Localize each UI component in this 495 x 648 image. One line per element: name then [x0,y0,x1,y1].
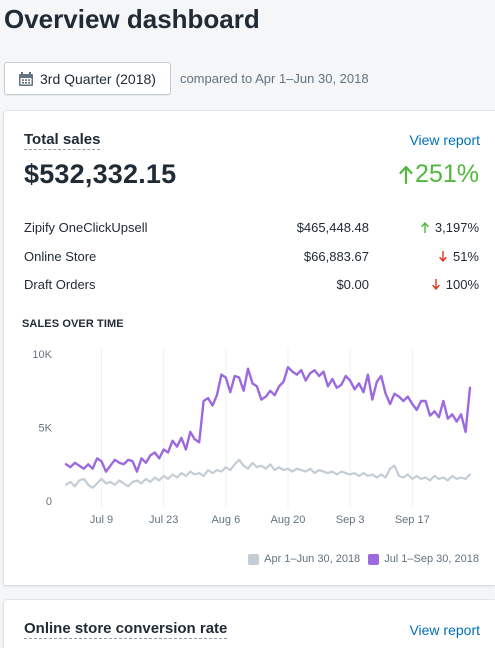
series-line [64,458,472,489]
arrow-down-icon [432,279,440,290]
total-sales-change: 251% [399,160,479,189]
channel-change-text: 51% [452,249,479,264]
channel-amount: $0.00 [336,277,369,292]
arrow-up-icon [421,222,429,233]
conversion-rate-card: Online store conversion rate View report [4,600,495,648]
y-tick-label: 0 [46,496,52,508]
x-tick-label: Jul 9 [90,514,113,526]
arrow-up-icon [399,165,413,184]
x-tick-label: Sep 17 [395,514,430,526]
sales-channel-row: Draft Orders $0.00 100% [24,277,479,297]
channel-name: Draft Orders [24,277,96,292]
channel-change: 100% [432,277,479,292]
channel-change: 51% [439,249,479,264]
series-line [64,366,472,473]
arrow-down-icon [439,251,447,262]
total-sales-value: $532,332.15 [24,159,177,189]
sales-channel-row: Zipify OneClickUpsell $465,448.48 3,197% [24,220,479,240]
channel-amount: $66,883.67 [303,249,369,264]
total-sales-title[interactable]: Total sales [24,131,101,150]
legend-swatch [368,553,380,565]
total-sales-card: Total sales View report $532,332.15 251%… [4,111,495,585]
legend-swatch [248,553,260,565]
x-tick-label: Sep 3 [336,514,365,526]
sales-over-time-chart: Jul 9 Jul 23 Aug 6 Aug 20 Sep 3 Sep 17 0 5K 10K [32,348,472,526]
total-sales-change-text: 251% [415,160,479,188]
x-tick-label: Aug 6 [211,514,240,526]
calendar-icon [18,71,34,87]
date-range-row: 3rd Quarter (2018) compared to Apr 1–Jun… [4,62,369,95]
chart-legend: Apr 1–Jun 30, 2018 Jul 1–Sep 30, 2018 [240,553,479,565]
legend-label: Jul 1–Sep 30, 2018 [384,553,479,565]
conversion-view-report-link[interactable]: View report [409,622,480,638]
channel-amount: $465,448.48 [296,220,369,235]
date-range-label: 3rd Quarter (2018) [40,70,156,87]
x-tick-label: Aug 20 [271,514,306,526]
date-range-button[interactable]: 3rd Quarter (2018) [4,62,171,95]
channel-change-text: 3,197% [434,220,479,235]
y-tick-label: 10K [32,349,52,361]
sales-over-time-label: SALES OVER TIME [22,318,124,330]
channel-change-text: 100% [445,277,479,292]
x-tick-label: Jul 23 [149,514,178,526]
channel-change: 3,197% [421,220,479,235]
channel-name: Zipify OneClickUpsell [24,220,148,235]
page-title: Overview dashboard [4,4,260,34]
y-tick-label: 5K [39,423,53,435]
comparison-text: compared to Apr 1–Jun 30, 2018 [179,71,369,86]
sales-channel-row: Online Store $66,883.67 51% [24,249,479,269]
legend-label: Apr 1–Jun 30, 2018 [264,553,361,565]
legend-item[interactable]: Apr 1–Jun 30, 2018 [248,553,360,565]
channel-name: Online Store [24,249,97,264]
total-sales-view-report-link[interactable]: View report [409,132,480,148]
legend-item[interactable]: Jul 1–Sep 30, 2018 [368,553,479,565]
conversion-rate-title[interactable]: Online store conversion rate [24,620,228,639]
